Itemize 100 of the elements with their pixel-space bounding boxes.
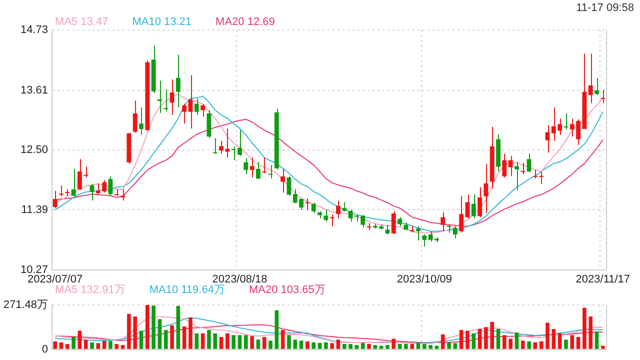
bar xyxy=(367,344,371,349)
candlestick xyxy=(324,209,328,222)
text: MA10 119.64万 xyxy=(149,284,225,297)
bar xyxy=(84,340,88,349)
bar xyxy=(280,330,285,349)
bar xyxy=(188,318,192,349)
bar xyxy=(65,344,70,349)
text: MA5 132.91万 xyxy=(55,284,126,297)
bar xyxy=(96,343,100,349)
x-tick-label: 2023/07/07 xyxy=(28,274,83,286)
bar xyxy=(182,326,186,349)
text: MA5 13.47 xyxy=(55,16,108,29)
bar xyxy=(133,316,138,349)
bar xyxy=(324,342,328,349)
bar xyxy=(164,330,168,349)
candlestick xyxy=(385,224,390,235)
candlestick xyxy=(526,153,532,173)
bar xyxy=(176,306,180,349)
bar xyxy=(293,340,298,349)
bar xyxy=(354,344,359,349)
candlestick xyxy=(52,190,58,209)
candlestick xyxy=(158,80,162,114)
candlestick xyxy=(305,198,310,211)
x-tick-label: 2023/08/18 xyxy=(212,274,268,286)
candlestick xyxy=(108,176,113,196)
bar xyxy=(200,333,205,349)
bar xyxy=(514,332,519,349)
candlestick xyxy=(594,77,599,96)
bar xyxy=(226,333,230,349)
bar xyxy=(539,341,544,349)
text: 11-17 09:58 xyxy=(576,2,634,15)
x-tick-label: 2023/11/17 xyxy=(576,274,630,286)
candlestick xyxy=(545,124,550,154)
candlestick xyxy=(336,200,340,219)
bar xyxy=(318,342,322,349)
candlestick xyxy=(502,153,507,178)
bar xyxy=(152,306,156,349)
candlestick xyxy=(90,183,94,202)
bar xyxy=(53,341,57,349)
bar xyxy=(496,328,500,349)
candlestick xyxy=(132,100,138,134)
candlestick xyxy=(280,168,286,194)
candlestick xyxy=(391,210,396,234)
candlestick xyxy=(311,202,316,214)
y-tick-label: 11.39 xyxy=(21,204,48,216)
bar xyxy=(244,335,248,349)
bar xyxy=(428,344,432,349)
bar xyxy=(170,325,174,349)
candlestick xyxy=(440,212,446,232)
bar xyxy=(422,344,426,349)
y-tick-label: 271.48万 xyxy=(3,299,48,312)
bar xyxy=(582,308,586,349)
bar xyxy=(102,340,106,349)
x-tick-label: 2023/10/09 xyxy=(396,274,452,286)
bar xyxy=(527,341,531,349)
bar xyxy=(287,335,291,349)
bar xyxy=(268,340,272,349)
bar xyxy=(114,344,119,349)
y-tick-label: 14.73 xyxy=(20,24,48,36)
candlestick xyxy=(459,196,464,233)
bar xyxy=(232,335,236,349)
y-tick-label: 0 xyxy=(42,343,48,356)
bar xyxy=(78,330,82,349)
bar xyxy=(601,346,605,349)
bar xyxy=(59,342,64,349)
candlestick xyxy=(176,54,180,108)
bar xyxy=(416,342,420,349)
candlestick xyxy=(520,162,526,175)
candlestick xyxy=(471,194,476,219)
bar xyxy=(386,344,390,349)
bar xyxy=(262,336,266,349)
text: MA20 103.65万 xyxy=(248,284,326,297)
candlestick xyxy=(194,98,199,116)
bar xyxy=(373,344,378,349)
bar xyxy=(440,334,445,349)
candlestick xyxy=(508,155,513,176)
bar xyxy=(466,330,470,349)
candlestick xyxy=(465,194,470,219)
bar xyxy=(472,333,476,349)
bar xyxy=(508,338,512,349)
bar xyxy=(546,322,550,349)
bar xyxy=(250,336,254,349)
candlestick xyxy=(422,234,427,247)
candlestick xyxy=(59,185,64,197)
bar xyxy=(213,333,218,349)
candlestick xyxy=(588,53,593,104)
bar xyxy=(306,341,310,349)
bar xyxy=(594,332,599,349)
candlestick xyxy=(139,106,144,136)
bar xyxy=(520,340,525,349)
bar xyxy=(207,330,211,349)
bar xyxy=(219,336,224,349)
candlestick xyxy=(398,216,402,227)
bar xyxy=(120,344,125,349)
bar xyxy=(564,340,568,349)
candlestick xyxy=(342,202,347,212)
bar xyxy=(90,342,94,349)
bar xyxy=(312,342,316,349)
y-tick-label: 12.50 xyxy=(20,144,48,156)
bar xyxy=(453,343,458,349)
